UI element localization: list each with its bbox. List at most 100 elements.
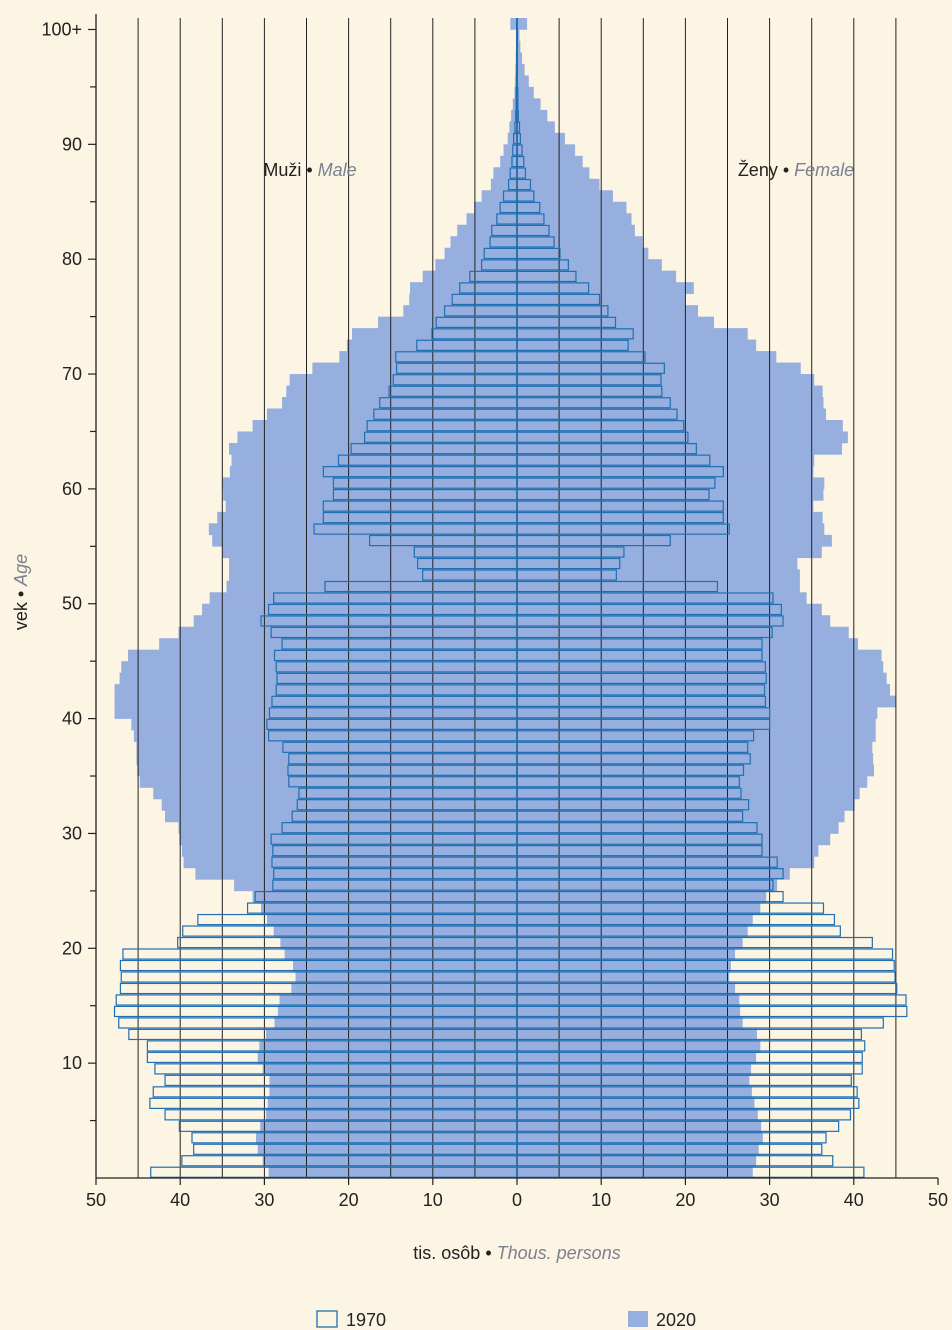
bar-2020-female-age-34: [517, 776, 868, 788]
bar-1970-female-age-63: [516, 443, 697, 455]
bar-2020-female-age-81: [517, 236, 643, 249]
bar-2020-female-age-21: [517, 925, 748, 938]
bar-1970-female-age-37: [516, 741, 749, 753]
bar-1970-female-age-18: [516, 959, 895, 972]
bar-2020-female-age-56: [517, 523, 825, 536]
bar-2020-female-age-22: [517, 913, 753, 926]
bar-1970-female-age-38: [516, 730, 755, 742]
bar-2020-female-age-98: [517, 40, 521, 53]
x-tick-label--40: 40: [170, 1190, 190, 1210]
bar-2020-male-age-76: [409, 293, 517, 306]
bar-2020-male-age-2: [257, 1143, 517, 1156]
bar-2020-female-age-83: [517, 213, 632, 226]
female-label: Ženy • Female: [738, 160, 854, 180]
bar-2020-male-age-70: [312, 362, 517, 375]
bar-2020-male-age-49: [202, 603, 518, 616]
bar-2020-male-age-30: [178, 821, 518, 834]
bar-2020-female-age-91: [517, 121, 555, 134]
bar-1970-female-age-43: [516, 672, 767, 685]
bar-1970-female-age-13: [516, 1017, 884, 1029]
legend-label-2020: 2020: [656, 1310, 696, 1330]
bar-1970-female-age-16: [516, 982, 898, 995]
bar-2020-male-age-67: [282, 397, 517, 409]
y-tick-label-80: 80: [62, 249, 82, 269]
bar-2020-female-age-30: [517, 821, 839, 834]
bar-2020-male-age-46: [159, 638, 517, 650]
bar-1970-female-age-51: [516, 580, 718, 593]
bar-1970-female-age-27: [516, 856, 778, 868]
bar-2020-female-age-90: [517, 132, 565, 145]
y-tick-label-100: 100+: [41, 19, 82, 39]
bar-1970-female-age-86: [516, 178, 532, 191]
bar-1970-female-age-73: [516, 328, 634, 340]
bar-2020-female-age-40: [517, 707, 878, 719]
bar-1970-female-age-48: [516, 615, 784, 627]
bar-2020-female-age-27: [517, 856, 815, 869]
bar-2020-female-age-85: [517, 190, 613, 203]
bar-1970-female-age-4: [516, 1120, 840, 1132]
bar-1970-female-age-91: [516, 121, 521, 133]
bar-2020-male-age-82: [457, 224, 517, 237]
bar-2020-male-age-55: [212, 534, 518, 547]
bar-2020-male-age-68: [286, 385, 517, 398]
bar-2020-male-age-56: [208, 523, 517, 536]
bar-2020-male-age-42: [114, 684, 518, 696]
bar-2020-male-age-65: [252, 419, 517, 432]
bar-2020-female-age-19: [517, 948, 736, 961]
bar-1970-female-age-87: [516, 167, 527, 179]
bar-2020-female-age-92: [517, 109, 548, 122]
bar-2020-female-age-12: [517, 1028, 757, 1041]
bar-2020-male-age-100: [510, 18, 517, 30]
bar-2020-male-age-23: [261, 902, 517, 915]
bar-2020-female-age-69: [517, 374, 815, 386]
bar-1970-female-age-75: [516, 305, 609, 317]
bar-2020-female-age-16: [517, 982, 736, 995]
bar-2020-male-age-40: [114, 707, 518, 719]
bar-2020-male-age-81: [450, 236, 517, 249]
bar-2020-female-age-65: [517, 419, 843, 432]
y-tick-label-40: 40: [62, 709, 82, 729]
bar-2020-female-age-46: [517, 638, 859, 650]
bar-2020-male-age-50: [209, 592, 518, 605]
bar-2020-male-age-62: [231, 454, 517, 467]
y-tick-label-20: 20: [62, 938, 82, 958]
bar-1970-female-age-89: [516, 144, 523, 156]
bar-2020-male-age-37: [136, 741, 517, 754]
bar-2020-male-age-63: [229, 442, 517, 455]
y-tick-label-60: 60: [62, 479, 82, 499]
bar-2020-male-age-45: [127, 649, 517, 662]
bar-2020-male-age-27: [183, 856, 517, 869]
bar-2020-male-age-28: [181, 844, 517, 857]
bar-1970-female-age-5: [516, 1109, 852, 1121]
bar-2020-male-age-25: [234, 879, 517, 892]
bar-2020-male-age-19: [284, 948, 517, 961]
bar-1970-female-age-47: [516, 626, 773, 639]
y-tick-label-10: 10: [62, 1053, 82, 1073]
bar-1970-female-age-78: [516, 270, 577, 283]
bar-2020-female-age-33: [517, 787, 860, 800]
bar-1970-female-age-57: [516, 511, 724, 524]
y-axis-title: vek • Age: [11, 554, 31, 630]
bar-1970-female-age-54: [516, 546, 625, 558]
bar-2020-female-age-24: [517, 890, 767, 903]
bar-2020-male-age-73: [351, 328, 517, 340]
bar-2020-female-age-48: [517, 615, 831, 628]
bar-2020-male-age-80: [444, 247, 517, 260]
bar-2020-female-age-77: [517, 282, 694, 294]
bar-1970-female-age-25: [516, 879, 774, 891]
bar-1970-female-age-59: [516, 488, 710, 501]
x-tick-label-30: 30: [760, 1190, 780, 1210]
bar-2020-female-age-73: [517, 328, 748, 340]
bar-1970-female-age-81: [516, 236, 555, 248]
bar-2020-female-age-86: [517, 178, 600, 191]
x-tick-label-0: 0: [512, 1190, 522, 1210]
bar-1970-female-age-40: [516, 707, 771, 719]
bar-2020-male-age-54: [222, 546, 518, 559]
bar-1970-female-age-79: [516, 259, 569, 271]
bar-2020-female-age-52: [517, 569, 800, 582]
bar-1970-female-age-56: [516, 523, 730, 535]
bar-1970-female-age-88: [516, 155, 525, 168]
bar-1970-female-age-93: [516, 98, 519, 110]
bar-1970-female-age-46: [516, 638, 763, 650]
